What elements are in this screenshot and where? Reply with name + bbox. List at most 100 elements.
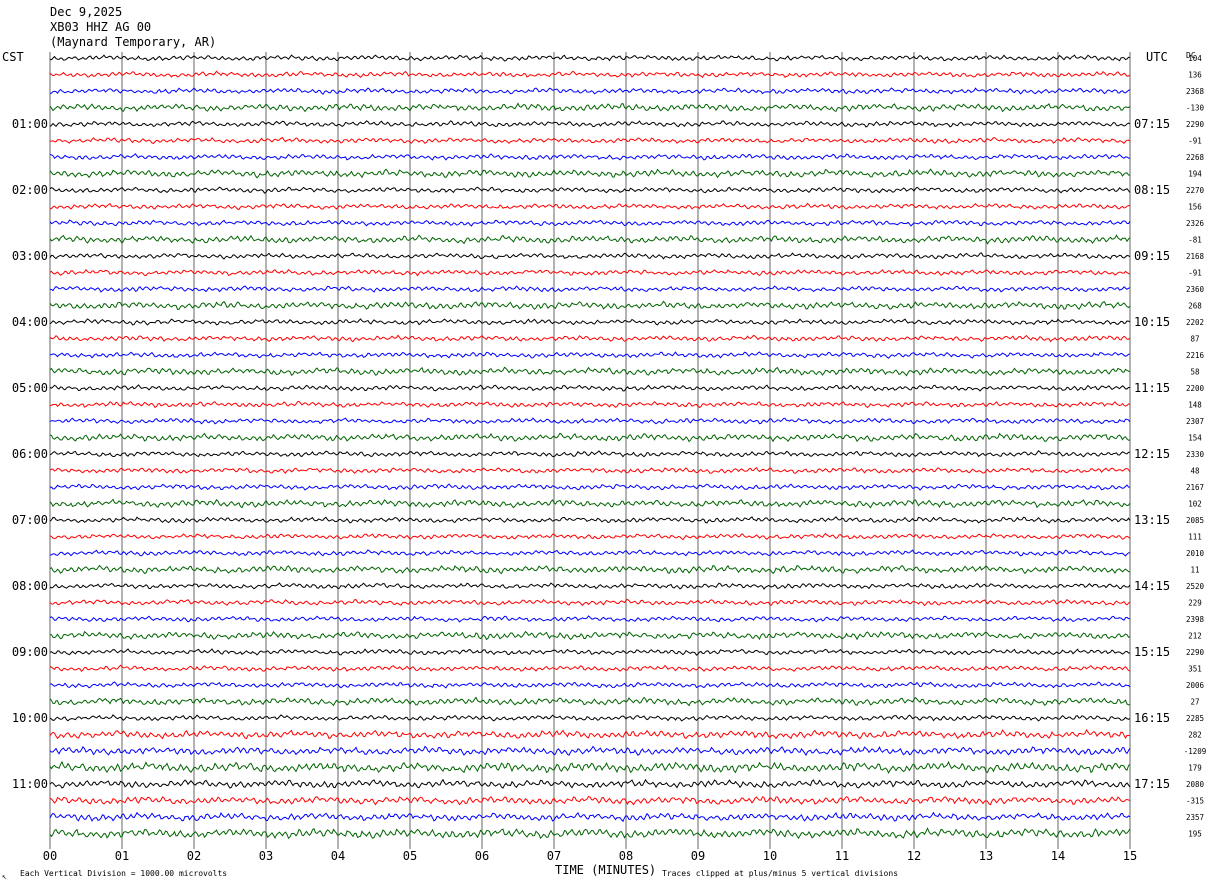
dc-offset-label: 2167 [1186, 483, 1204, 492]
dc-offset-label: 136 [1188, 71, 1202, 80]
seismic-trace [49, 219, 1131, 227]
seismic-trace [49, 366, 1131, 377]
dc-offset-label: 48 [1190, 467, 1200, 476]
station-id: XB03 HHZ AG 00 [50, 20, 151, 34]
dc-offset-label: 282 [1188, 731, 1202, 740]
dc-offset-label: 2202 [1186, 318, 1204, 327]
dc-offset-label: 156 [1188, 203, 1202, 212]
x-tick-label: 02 [187, 849, 201, 863]
seismic-trace [49, 811, 1131, 823]
dc-offset-label: 2285 [1186, 714, 1204, 723]
dc-offset-label: 2520 [1186, 582, 1205, 591]
x-tick-label: 01 [115, 849, 129, 863]
seismic-trace [49, 351, 1131, 359]
x-tick-label: 13 [979, 849, 993, 863]
utc-hour-label: 10:15 [1134, 315, 1170, 329]
seismic-trace [49, 598, 1131, 607]
dc-offset-label: 2270 [1186, 186, 1205, 195]
seismic-trace [49, 778, 1131, 789]
dc-offset-label: 2290 [1186, 648, 1205, 657]
seismic-trace [49, 648, 1131, 656]
dc-offset-label: 27 [1190, 698, 1199, 707]
dc-offset-label: -91 [1188, 137, 1202, 146]
cst-hour-label: 01:00 [12, 117, 48, 131]
dc-offset-label: -1209 [1184, 747, 1207, 756]
seismic-trace [49, 202, 1131, 211]
dc-offset-label: -315 [1186, 797, 1204, 806]
seismic-trace [49, 252, 1131, 260]
dc-offset-label: 2357 [1186, 813, 1204, 822]
seismic-trace [49, 186, 1131, 194]
utc-hour-label: 07:15 [1134, 117, 1170, 131]
seismic-trace [49, 760, 1131, 774]
dc-offset-label: 148 [1188, 401, 1202, 410]
x-tick-label: 11 [835, 849, 849, 863]
utc-hour-label: 12:15 [1134, 447, 1170, 461]
seismic-trace [49, 450, 1131, 458]
scale-note: Each Vertical Division = 1000.00 microvo… [20, 869, 227, 878]
dc-offset-label: 179 [1188, 764, 1202, 773]
dc-offset-label: 195 [1188, 830, 1202, 839]
x-tick-label: 12 [907, 849, 921, 863]
seismic-trace [49, 795, 1131, 806]
seismic-trace [49, 630, 1131, 641]
dc-offset-label: 229 [1188, 599, 1202, 608]
left-timezone-label: CST [2, 50, 24, 64]
seismic-trace [49, 664, 1131, 672]
dc-offset-label: 2290 [1186, 120, 1205, 129]
seismic-trace [49, 70, 1131, 79]
dc-offset-label: 2307 [1186, 417, 1204, 426]
dc-offset-label: 212 [1188, 632, 1202, 641]
cst-hour-label: 09:00 [12, 645, 48, 659]
dc-offset-label: 11 [1190, 566, 1199, 575]
seismic-trace [49, 564, 1131, 575]
label-layer: 00 01 02 03 04 05 06 07 08 09 10 11 12 13 14 15 104 136 23… [12, 54, 1206, 863]
recording-date: Dec 9,2025 [50, 5, 122, 19]
seismic-trace [49, 516, 1131, 524]
utc-hour-label: 16:15 [1134, 711, 1170, 725]
cst-hour-label: 08:00 [12, 579, 48, 593]
dc-offset-label: 2168 [1186, 252, 1205, 261]
dc-offset-label: 2360 [1186, 285, 1205, 294]
seismic-trace [49, 400, 1131, 409]
corner-mark-icon: ↖ [2, 872, 7, 881]
cst-hour-label: 06:00 [12, 447, 48, 461]
seismic-trace [49, 300, 1131, 310]
clip-note: Traces clipped at plus/minus 5 vertical … [662, 869, 898, 878]
utc-hour-label: 15:15 [1134, 645, 1170, 659]
seismic-trace [49, 483, 1131, 491]
cst-hour-label: 07:00 [12, 513, 48, 527]
seismic-trace [49, 466, 1131, 475]
utc-hour-label: 17:15 [1134, 777, 1170, 791]
dc-offset-label: 104 [1188, 54, 1202, 63]
utc-hour-label: 13:15 [1134, 513, 1170, 527]
utc-hour-label: 09:15 [1134, 249, 1170, 263]
x-tick-label: 05 [403, 849, 417, 863]
dc-offset-label: 102 [1188, 500, 1202, 509]
dc-offset-label: 194 [1188, 170, 1202, 179]
seismic-trace [49, 168, 1131, 179]
seismic-trace [49, 334, 1131, 343]
dc-offset-label: 2398 [1186, 615, 1205, 624]
cst-hour-label: 05:00 [12, 381, 48, 395]
x-tick-label: 09 [691, 849, 705, 863]
seismic-trace [49, 153, 1131, 161]
dc-offset-label: 111 [1188, 533, 1202, 542]
dc-offset-label: 2010 [1186, 549, 1205, 558]
dc-offset-label: 154 [1188, 434, 1202, 443]
x-tick-label: 04 [331, 849, 345, 863]
seismic-trace [49, 417, 1131, 425]
seismic-trace [49, 102, 1131, 113]
seismic-trace [49, 384, 1131, 392]
x-tick-label: 06 [475, 849, 489, 863]
utc-hour-label: 11:15 [1134, 381, 1170, 395]
cst-hour-label: 10:00 [12, 711, 48, 725]
x-tick-label: 15 [1123, 849, 1137, 863]
utc-hour-label: 08:15 [1134, 183, 1170, 197]
dc-offset-label: -91 [1188, 269, 1202, 278]
seismic-trace [49, 234, 1131, 245]
x-tick-label: 10 [763, 849, 777, 863]
dc-offset-label: -81 [1188, 236, 1202, 245]
dc-offset-label: 2216 [1186, 351, 1205, 360]
dc-offset-label: 87 [1190, 335, 1199, 344]
